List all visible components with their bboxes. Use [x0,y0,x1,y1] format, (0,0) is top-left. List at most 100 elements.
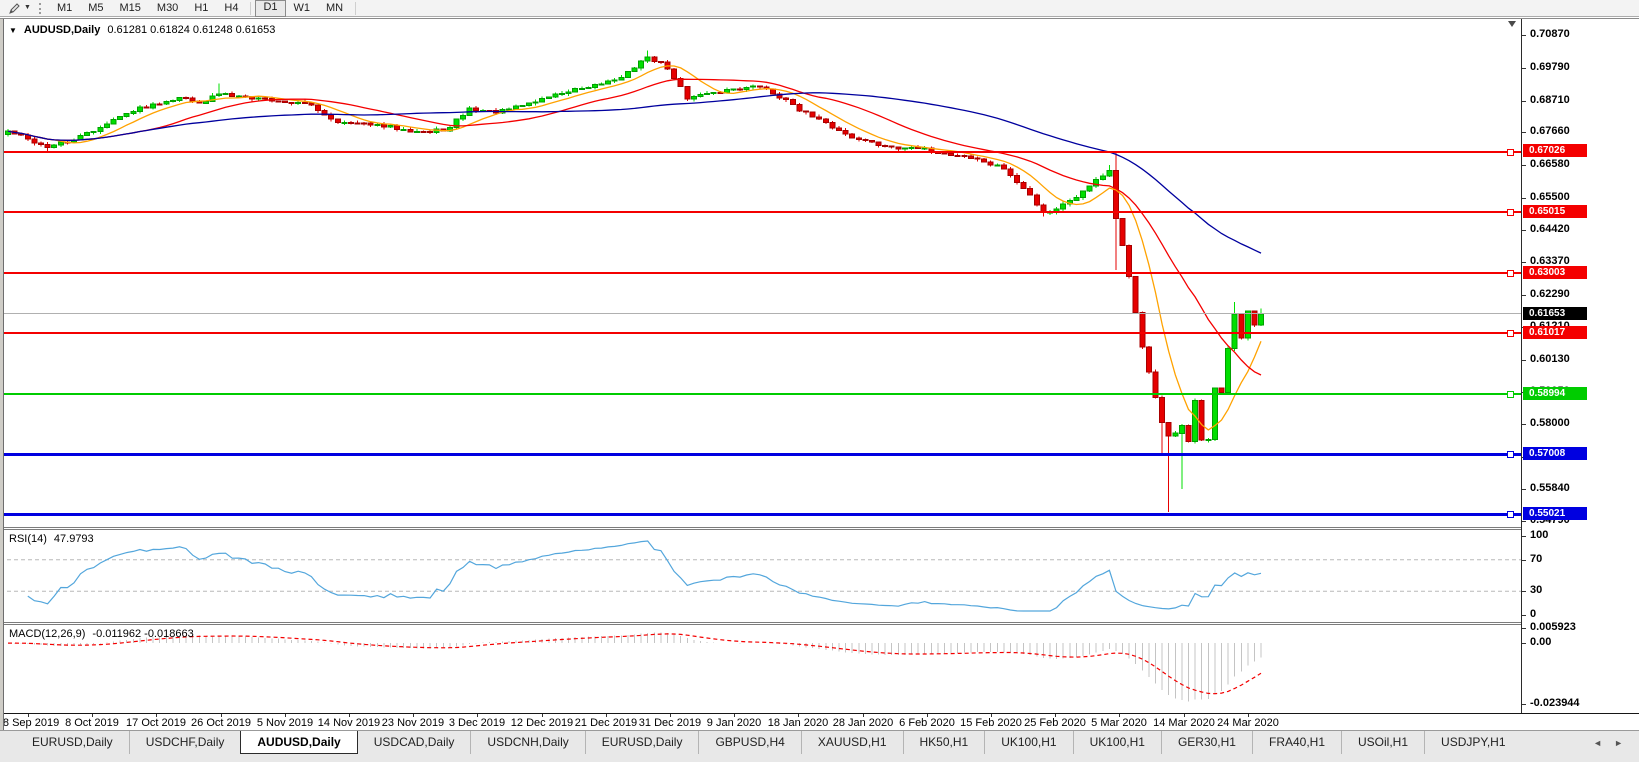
rsi-panel-canvas[interactable] [0,530,1521,622]
chart-tabs: EURUSD,Daily USDCHF,Daily AUDUSD,Daily USDC… [16,731,1522,754]
date-label: 25 Feb 2020 [1024,717,1086,729]
date-label: 28 Sep 2019 [0,717,60,729]
price-line-badge: 0.57008 [1523,447,1587,460]
chart-tab-HK50-H1[interactable]: HK50,H1 [902,731,985,754]
chevron-down-icon: ▼ [24,4,31,11]
timeframe-button-M15[interactable]: M15 [119,1,141,14]
price-line-badge: 0.61017 [1523,326,1587,339]
ohlc-close: 0.61653 [235,24,276,36]
axis-tick-mark [1522,198,1526,199]
date-tick-mark [413,714,414,717]
chart-tab-USOil-H1[interactable]: USOil,H1 [1341,731,1424,754]
axis-tick-mark [1522,536,1526,537]
axis-tick-mark [1522,560,1526,561]
date-label: 3 Dec 2019 [448,717,506,729]
chart-tab-USDCNH-Daily[interactable]: USDCNH,Daily [470,731,584,754]
macd-main-value: -0.011962 [92,628,142,640]
price-tick-label: 0.66580 [1530,158,1570,170]
date-tick-mark [1248,714,1249,717]
ohlc-open: 0.61281 [107,24,148,36]
chart-tab-FRA40-H1[interactable]: FRA40,H1 [1251,731,1341,754]
axis-tick-mark [1522,295,1526,296]
panel-separator[interactable] [0,527,1639,530]
timeframe-button-MN[interactable]: MN [326,1,344,14]
date-label: 31 Dec 2019 [638,717,702,729]
axis-tick-mark [1522,101,1526,102]
timeframe-toolbar: ▼ M1 M5 M15 M30 H1 H4 D1 W1 MN [0,0,1639,17]
date-tick-mark [542,714,543,717]
timeframe-button-D1[interactable]: D1 [255,0,286,17]
chart-tab-USDJPY-H1[interactable]: USDJPY,H1 [1424,731,1521,754]
axis-tick-mark [1522,360,1526,361]
date-tick-mark [221,714,222,717]
price-line-badge: 0.58994 [1523,387,1587,400]
price-tick-label: 0.62290 [1530,288,1570,300]
price-tick-label: 0.70870 [1530,28,1570,40]
timeframe-button-M5[interactable]: M5 [88,1,104,14]
price-line-badge: 0.67026 [1523,144,1587,157]
timeframe-button-W1[interactable]: W1 [293,1,311,14]
axis-tick-mark [1522,35,1526,36]
date-tick-mark [863,714,864,717]
time-axis-line [0,713,1639,714]
axis-tick-mark [1522,643,1526,644]
price-axis[interactable]: 0.70870 0.69790 0.68710 0.67660 0.66580 0.655… [1521,19,1639,713]
toolbar-separator [250,1,252,15]
timeframe-button-M30[interactable]: M30 [156,1,179,14]
date-label: 17 Oct 2019 [126,717,186,729]
chart-tab-XAUUSD-H1[interactable]: XAUUSD,H1 [800,731,903,754]
chart-tab-EURUSD-Daily[interactable]: EURUSD,Daily [32,735,113,749]
date-tick-mark [349,714,350,717]
date-label: 21 Dec 2019 [574,717,638,729]
date-label: 24 Mar 2020 [1217,717,1279,729]
price-tick-label: 0.67660 [1530,125,1570,137]
date-tick-mark [927,714,928,717]
timeframe-button-H1[interactable]: H1 [194,1,209,14]
macd-panel-canvas[interactable] [0,625,1521,713]
rsi-tick-label: 70 [1530,553,1543,565]
tab-scroll-left-icon[interactable]: ◄ [1593,738,1603,748]
chart-tab-UK100-H1[interactable]: UK100,H1 [984,731,1072,754]
price-tick-label: 0.65500 [1530,191,1570,203]
chart-tab-USDCHF-Daily[interactable]: USDCHF,Daily [128,731,241,754]
panel-separator[interactable] [0,622,1639,625]
chart-tab-GER30-H1[interactable]: GER30,H1 [1160,731,1252,754]
chart-shift-marker[interactable] [1508,21,1516,27]
price-tick-label: 0.63370 [1530,255,1570,267]
chart-tab-UK100-H1[interactable]: UK100,H1 [1072,731,1161,754]
chart-tab-EURUSD-Daily[interactable]: EURUSD,Daily [584,731,699,754]
tab-scroll-right-icon[interactable]: ► [1614,738,1623,748]
date-label: 14 Mar 2020 [1153,717,1215,729]
tab-scroll-arrows: ◄ ► [1577,731,1639,755]
drawing-tool-button[interactable]: ▼ [5,2,34,15]
price-tick-label: 0.55840 [1530,482,1570,494]
date-tick-mark [734,714,735,717]
chart-window[interactable]: ▼ AUDUSD,Daily 0.61281 0.61824 0.61248 0… [0,18,1639,730]
time-axis[interactable]: 28 Sep 2019 8 Oct 2019 17 Oct 2019 26 Oct 2… [0,714,1639,731]
chart-tab-AUDUSD-Daily[interactable]: AUDUSD,Daily [240,731,358,754]
price-panel-canvas[interactable] [0,19,1521,527]
collapse-arrow-icon[interactable]: ▼ [9,25,17,35]
chart-tab-bar: EURUSD,Daily USDCHF,Daily AUDUSD,Daily USDC… [0,730,1639,762]
price-tick-label: 0.60130 [1530,353,1570,365]
pencil-icon [9,2,20,14]
chart-tab-USDCAD-Daily[interactable]: USDCAD,Daily [373,735,455,749]
axis-tick-mark [1522,68,1526,69]
axis-tick-mark [1522,628,1526,629]
axis-tick-mark [1522,424,1526,425]
chart-tab-GBPUSD-H4[interactable]: GBPUSD,H4 [698,731,800,754]
date-tick-mark [991,714,992,717]
timeframe-button-H4[interactable]: H4 [224,1,239,14]
date-label: 23 Nov 2019 [381,717,445,729]
date-label: 15 Feb 2020 [960,717,1022,729]
axis-tick-mark [1522,262,1526,263]
axis-tick-mark [1522,165,1526,166]
price-line-badge: 0.65015 [1523,205,1587,218]
rsi-tick-label: 30 [1530,584,1543,596]
date-tick-mark [1119,714,1120,717]
price-tick-label: 0.69790 [1530,61,1570,73]
timeframe-button-M1[interactable]: M1 [56,1,73,14]
price-tick-label: 0.58000 [1530,417,1570,429]
chart-symbol-label: AUDUSD,Daily [23,24,101,36]
